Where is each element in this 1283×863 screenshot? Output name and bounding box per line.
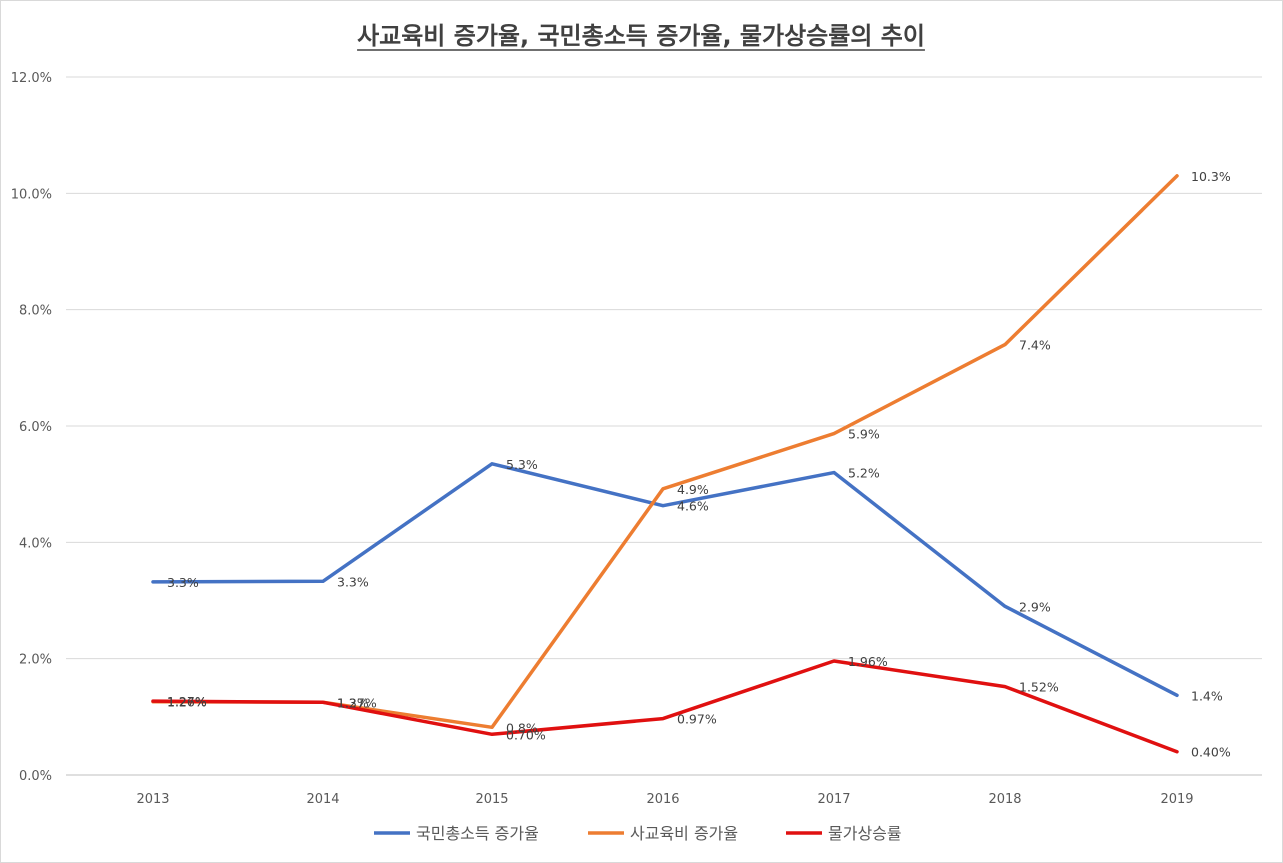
y-tick-label: 12.0% [11, 71, 52, 86]
data-label: 1.52% [1019, 680, 1059, 695]
legend-label: 물가상승률 [828, 824, 902, 843]
data-label: 0.8% [506, 720, 538, 735]
data-label: 10.3% [1191, 169, 1231, 184]
series-line-2 [151, 174, 1179, 730]
y-tick-label: 4.0% [19, 536, 52, 551]
y-tick-label: 8.0% [19, 304, 52, 319]
series-line-3 [151, 659, 1179, 754]
series-line-1 [151, 462, 1179, 698]
y-tick-label: 0.0% [19, 769, 52, 784]
x-tick-label: 2018 [988, 792, 1021, 807]
data-label: 0.97% [677, 712, 717, 727]
legend-label: 사교육비 증가율 [630, 824, 738, 843]
data-label: 1.96% [848, 654, 888, 669]
gridlines [66, 76, 1262, 776]
data-label: 4.9% [677, 482, 709, 497]
x-axis: 2013 2014 2015 2016 2017 2018 2019 [136, 792, 1193, 807]
x-tick-label: 2016 [646, 792, 679, 807]
data-label: 1.27% [337, 695, 377, 710]
chart-title: 사교육비 증가율, 국민총소득 증가율, 물가상승률의 추이 [357, 22, 925, 50]
data-label: 1.3% [337, 695, 369, 710]
x-tick-label: 2019 [1160, 792, 1193, 807]
data-label: 5.2% [848, 466, 880, 481]
data-label: 4.6% [677, 499, 709, 514]
x-tick-label: 2017 [817, 792, 850, 807]
data-label: 3.3% [337, 574, 369, 589]
y-axis: 0.0% 2.0% 4.0% 6.0% 8.0% 10.0% 12.0% [11, 71, 52, 784]
data-label: 0.70% [506, 727, 546, 742]
data-labels: 3.3% 3.3% 5.3% 4.6% 5.2% 2.9% 1.4% 1.26% 1.3% 0.8… [167, 169, 1231, 760]
data-label: 1.4% [1191, 688, 1223, 703]
legend: 국민총소득 증가율 사교육비 증가율 물가상승률 [374, 824, 902, 843]
y-tick-label: 2.0% [19, 653, 52, 668]
data-label: 5.9% [848, 427, 880, 442]
x-tick-label: 2013 [136, 792, 169, 807]
data-label: 1.26% [167, 695, 207, 710]
data-label: 1.27% [167, 694, 207, 709]
data-label: 0.40% [1191, 745, 1231, 760]
data-label: 7.4% [1019, 338, 1051, 353]
legend-label: 국민총소득 증가율 [416, 824, 539, 843]
x-tick-label: 2015 [475, 792, 508, 807]
y-tick-label: 10.0% [11, 187, 52, 202]
data-label: 5.3% [506, 457, 538, 472]
data-label: 2.9% [1019, 599, 1051, 614]
y-tick-label: 6.0% [19, 420, 52, 435]
series-lines [151, 174, 1179, 754]
x-tick-label: 2014 [306, 792, 339, 807]
data-label: 3.3% [167, 575, 199, 590]
